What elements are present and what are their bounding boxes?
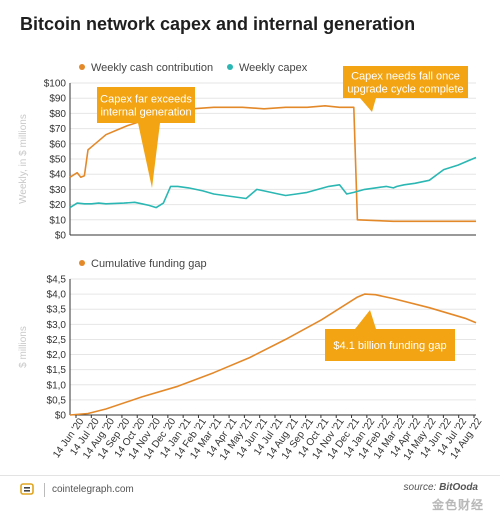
- cointelegraph-logo-icon: [20, 483, 34, 495]
- legend-marker: [79, 260, 85, 266]
- y-tick-label: $80: [49, 109, 66, 120]
- bottom-chart: Cumulative funding gap $0 $0,5 $1,0 $1,5 $2,0…: [18, 258, 477, 422]
- y-tick-label: $10: [49, 215, 66, 226]
- legend-label: Weekly capex: [239, 62, 308, 74]
- y-tick-label: $2,0: [47, 350, 67, 361]
- y-tick-label: $4,0: [47, 290, 67, 301]
- y-tick-label: $50: [49, 155, 66, 166]
- y-tick-label: $90: [49, 94, 66, 105]
- y-tick-label: $100: [44, 79, 67, 90]
- y-tick-label: $1,0: [47, 380, 67, 391]
- callout-box: [97, 87, 195, 123]
- callout-pointer: [360, 98, 376, 112]
- y-tick-label: $3,0: [47, 320, 67, 331]
- callout-funding-gap: $4.1 billion funding gap: [325, 310, 455, 361]
- y-tick-label: $70: [49, 124, 66, 135]
- legend-marker: [227, 64, 233, 70]
- y-tick-label: $40: [49, 170, 66, 181]
- footer-divider: [44, 483, 45, 497]
- y-tick-label: $0: [55, 411, 67, 422]
- legend-label: Cumulative funding gap: [91, 258, 207, 270]
- legend-marker: [79, 64, 85, 70]
- callout-pointer: [355, 310, 376, 329]
- source-credit: source: BitOoda: [404, 482, 478, 493]
- callout-text: Capex needs fall once: [351, 71, 460, 83]
- source-name: BitOoda: [439, 482, 478, 493]
- y-tick-label: $30: [49, 185, 66, 196]
- series-line: [69, 105, 476, 223]
- series-line: [69, 293, 477, 416]
- callout-text: $4.1 billion funding gap: [333, 340, 446, 352]
- chart-title: Bitcoin network capex and internal gener…: [20, 14, 416, 34]
- chart-canvas: Weekly cash contribution Weekly capex $0 $1…: [18, 62, 485, 463]
- source-prefix: source:: [403, 482, 440, 493]
- y-tick-label: $4,5: [47, 275, 67, 286]
- y-axis-label: Weekly, in $ millions: [18, 114, 29, 204]
- y-tick-label: $1,5: [47, 365, 67, 376]
- watermark: 金色财经: [431, 498, 484, 512]
- y-tick-label: $60: [49, 139, 66, 150]
- callout-pointer: [138, 123, 160, 188]
- y-tick-label: $2,5: [47, 335, 67, 346]
- callout-text: upgrade cycle complete: [347, 84, 463, 96]
- callout-text: internal generation: [100, 107, 191, 119]
- callout-text: Capex far exceeds: [100, 94, 192, 106]
- legend-label: Weekly cash contribution: [91, 62, 213, 74]
- footer-separator: [0, 475, 500, 476]
- series-line: [69, 156, 477, 209]
- y-tick-label: $3,5: [47, 305, 67, 316]
- y-tick-label: $0: [55, 231, 67, 242]
- y-tick-label: $0,5: [47, 395, 67, 406]
- top-chart: Weekly cash contribution Weekly capex $0 $1…: [18, 62, 477, 242]
- callout-box: [343, 66, 468, 98]
- y-axis-label: $ millions: [18, 326, 29, 368]
- y-tick-label: $20: [49, 200, 66, 211]
- site-link[interactable]: cointelegraph.com: [52, 484, 134, 495]
- callout-box: [325, 329, 455, 361]
